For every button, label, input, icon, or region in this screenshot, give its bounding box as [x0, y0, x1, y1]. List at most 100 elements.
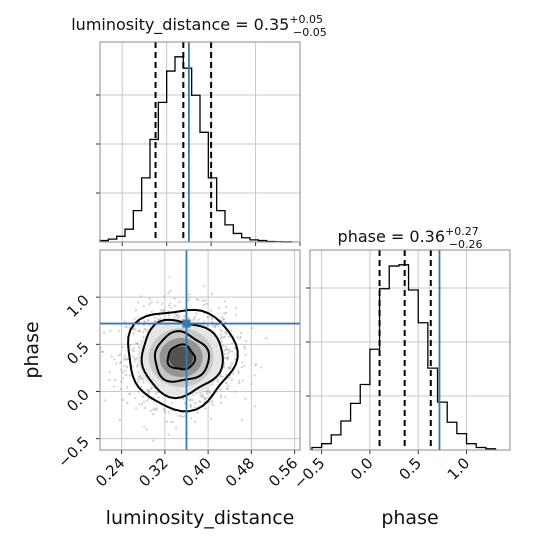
scatter-point	[223, 335, 226, 338]
scatter-point	[222, 318, 225, 321]
scatter-point	[233, 347, 236, 350]
scatter-point	[189, 406, 192, 409]
scatter-point	[149, 409, 153, 412]
title-phase-main: phase = 0.36	[338, 227, 445, 246]
scatter-point	[181, 415, 184, 418]
scatter-point	[169, 302, 172, 305]
scatter-point	[150, 386, 154, 389]
scatter-point	[224, 300, 227, 303]
scatter-point	[191, 399, 194, 402]
scatter-point	[221, 375, 224, 378]
scatter-point	[179, 414, 182, 418]
scatter-point	[134, 397, 137, 400]
scatter-point	[103, 331, 106, 334]
scatter-point	[165, 455, 167, 457]
scatter-point	[137, 330, 140, 333]
scatter-point	[224, 357, 227, 360]
scatter-point	[118, 330, 121, 333]
scatter-point	[167, 314, 170, 317]
xtick-label-2d-2: 0.40	[179, 454, 215, 490]
scatter-point	[173, 410, 176, 413]
scatter-point	[154, 320, 157, 323]
scatter-point	[171, 420, 174, 423]
scatter-point	[157, 396, 160, 399]
scatter-point	[138, 403, 141, 406]
scatter-point	[202, 303, 205, 307]
scatter-point	[193, 420, 196, 423]
frame-phase-hist	[309, 249, 511, 451]
scatter-point	[132, 332, 135, 335]
scatter-point	[152, 408, 155, 411]
scatter-point	[146, 399, 149, 402]
scatter-point	[224, 311, 227, 314]
scatter-point	[189, 404, 192, 407]
scatter-point	[117, 354, 120, 357]
contour-level-2	[140, 318, 224, 400]
scatter-point	[197, 299, 200, 302]
scatter-point	[162, 295, 166, 298]
scatter-point	[194, 406, 197, 409]
scatter-point	[243, 347, 246, 350]
scatter-point	[173, 315, 176, 318]
scatter-point	[177, 414, 180, 417]
scatter-point	[205, 302, 208, 305]
xtick-label-phase-hist-0: −0.5	[290, 454, 328, 492]
scatter-point	[133, 350, 136, 353]
scatter-point	[133, 357, 136, 361]
scatter-point	[236, 336, 239, 339]
scatter-point	[134, 328, 137, 331]
scatter-point	[210, 316, 213, 319]
scatter-point	[136, 301, 140, 304]
xlabel-luminosity-distance: luminosity_distance	[106, 507, 295, 529]
scatter-point	[211, 400, 214, 403]
scatter-point	[135, 407, 138, 410]
scatter-point	[152, 439, 155, 442]
scatter-point	[137, 345, 140, 349]
scatter-point	[219, 328, 222, 331]
scatter-point	[120, 380, 123, 383]
scatter-point	[126, 365, 129, 369]
scatter-point	[227, 352, 230, 355]
contour-level-3	[127, 308, 239, 413]
scatter-point	[253, 374, 256, 377]
scatter-point	[148, 303, 151, 306]
scatter-point	[195, 312, 198, 315]
scatter-point	[182, 397, 185, 400]
scatter-point	[188, 296, 191, 299]
scatter-point	[154, 392, 157, 395]
scatter-point	[123, 355, 126, 358]
scatter-point	[174, 313, 177, 316]
title-phase-sub: −0.26	[449, 238, 483, 251]
scatter-point	[161, 309, 164, 312]
scatter-point	[137, 390, 140, 393]
scatter-point	[253, 405, 256, 408]
scatter-point	[227, 385, 230, 388]
scatter-point	[220, 340, 223, 343]
scatter-point	[155, 407, 158, 410]
scatter-point	[219, 375, 222, 378]
scatter-point	[144, 406, 147, 409]
scatter-point	[133, 347, 136, 350]
scatter-point	[118, 418, 121, 421]
scatter-point	[224, 395, 227, 398]
scatter-point	[183, 315, 186, 318]
scatter-point	[211, 318, 214, 321]
scatter-point	[146, 319, 149, 322]
scatter-point	[237, 371, 240, 374]
scatter-point	[128, 374, 132, 377]
scatter-point	[228, 367, 231, 370]
scatter-point	[113, 358, 116, 361]
scatter-point	[197, 318, 200, 321]
scatter-point	[125, 325, 128, 328]
scatter-point	[177, 315, 181, 318]
scatter-point	[238, 379, 241, 382]
scatter-point	[148, 390, 151, 393]
scatter-point	[119, 368, 122, 371]
scatter-point	[132, 327, 135, 331]
scatter-point	[130, 348, 134, 351]
scatter-point	[152, 413, 155, 416]
truth-marker-2d	[182, 319, 191, 328]
scatter-point	[231, 379, 234, 382]
scatter-point	[199, 394, 202, 397]
